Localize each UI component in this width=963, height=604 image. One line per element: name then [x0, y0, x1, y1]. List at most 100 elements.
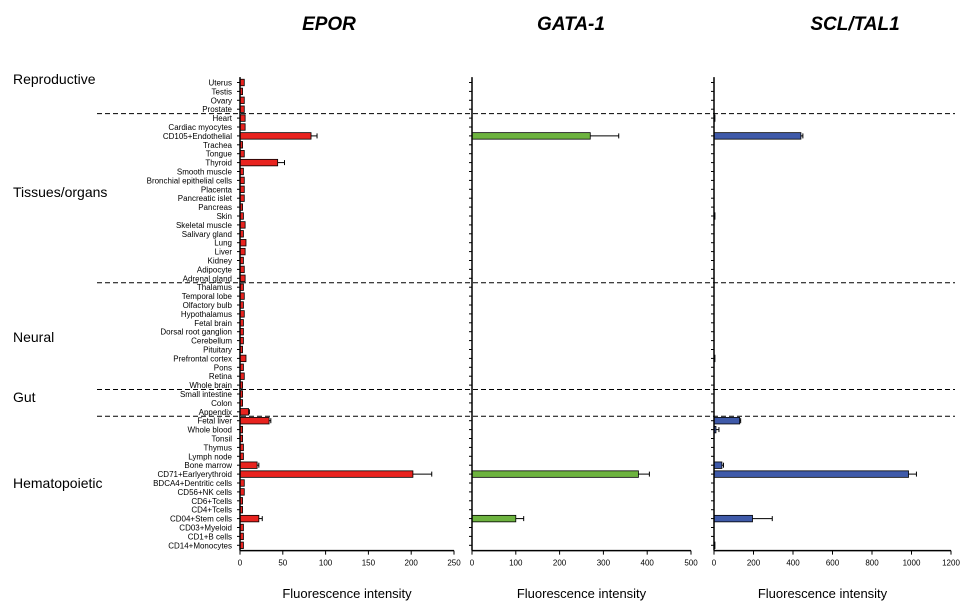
- category-label: CD04+Stem cells: [170, 515, 232, 524]
- x-tick-label: 150: [362, 559, 376, 568]
- x-tick-label: 250: [447, 559, 461, 568]
- category-label: CD71+Earlyerythroid: [158, 470, 232, 479]
- category-label: Adipocyte: [197, 265, 233, 274]
- category-label: Cerebellum: [191, 337, 232, 346]
- category-label: Placenta: [201, 185, 233, 194]
- category-label: Appendix: [199, 408, 232, 417]
- category-label: Pancreas: [198, 203, 232, 212]
- x-tick-label: 400: [641, 559, 655, 568]
- category-label: Smooth muscle: [177, 168, 233, 177]
- category-label: Kidney: [208, 257, 232, 266]
- category-label: Lung: [214, 239, 232, 248]
- category-label: Pancreatic islet: [178, 194, 233, 203]
- x-tick-label: 800: [865, 559, 879, 568]
- category-label: Thymus: [204, 443, 232, 452]
- x-tick-label: 0: [470, 559, 475, 568]
- bar-epor: [239, 470, 414, 478]
- category-label: Ovary: [211, 96, 232, 105]
- group-label-neural: Neural: [13, 329, 54, 345]
- group-label-gut: Gut: [13, 389, 36, 405]
- x-axis-label: Fluorescence intensity: [758, 586, 888, 601]
- category-label: Small intestine: [180, 390, 233, 399]
- bar-gata-1: [471, 132, 591, 140]
- category-label: Thalamus: [197, 283, 232, 292]
- bar-epor: [239, 123, 246, 131]
- category-label: Whole blood: [188, 426, 232, 435]
- bar-epor: [239, 221, 246, 229]
- bar-epor: [239, 274, 246, 282]
- bar-epor: [239, 114, 246, 122]
- category-label: Dorsal root ganglion: [160, 328, 232, 337]
- category-label: Skeletal muscle: [176, 221, 233, 230]
- x-tick-label: 50: [278, 559, 287, 568]
- category-label: Colon: [211, 399, 232, 408]
- bar-epor: [239, 408, 249, 416]
- group-label-tissues-organs: Tissues/organs: [13, 184, 107, 200]
- category-label: BDCA4+Dentritic cells: [153, 479, 232, 488]
- bar-scl-tal1: [713, 514, 753, 523]
- category-label: Fetal brain: [194, 319, 232, 328]
- category-label: CD6+Tcells: [191, 497, 232, 506]
- bar-epor: [239, 132, 312, 140]
- category-label: Skin: [216, 212, 232, 221]
- bar-epor: [239, 239, 247, 247]
- category-label: Pons: [214, 363, 232, 372]
- panel-title-gata-1: GATA-1: [537, 14, 605, 35]
- category-label: Prefrontal cortex: [173, 354, 232, 363]
- bar-gata-1: [471, 514, 517, 523]
- category-label: Whole brain: [189, 381, 232, 390]
- x-tick-label: 100: [509, 559, 523, 568]
- category-label: Tongue: [206, 150, 233, 159]
- bar-epor: [239, 158, 279, 167]
- x-tick-label: 1200: [942, 559, 960, 568]
- category-label: Cardiac myocytes: [168, 123, 232, 132]
- category-label: CD14+Monocytes: [168, 541, 232, 550]
- bar-epor: [239, 417, 270, 425]
- x-tick-label: 200: [747, 559, 761, 568]
- panel-title-scl-tal1: SCL/TAL1: [810, 14, 899, 35]
- category-label: Lymph node: [188, 452, 232, 461]
- category-label: CD56+NK cells: [178, 488, 232, 497]
- category-label: Testis: [212, 87, 232, 96]
- category-label: Fetal liver: [197, 417, 232, 426]
- category-label: Retina: [209, 372, 233, 381]
- category-label: Bronchial epithelial cells: [147, 176, 232, 185]
- x-tick-label: 400: [786, 559, 800, 568]
- bar-epor: [239, 354, 247, 363]
- x-tick-label: 100: [319, 559, 333, 568]
- panel-title-epor: EPOR: [302, 14, 356, 35]
- category-label: Olfactory bulb: [183, 301, 233, 310]
- group-label-reproductive: Reproductive: [13, 71, 96, 87]
- bar-scl-tal1: [713, 132, 802, 140]
- category-label: Uterus: [208, 79, 232, 88]
- bar-gata-1: [471, 470, 639, 478]
- x-tick-label: 500: [684, 559, 698, 568]
- x-tick-label: 0: [238, 559, 243, 568]
- category-label: Tonsil: [212, 435, 233, 444]
- category-label: Trachea: [203, 141, 233, 150]
- x-axis-label: Fluorescence intensity: [282, 586, 412, 601]
- category-label: Heart: [212, 114, 232, 123]
- bar-scl-tal1: [713, 417, 741, 425]
- group-label-hematopoietic: Hematopoietic: [13, 475, 103, 491]
- category-label: Temporal lobe: [182, 292, 233, 301]
- category-label: CD105+Endothelial: [163, 132, 232, 141]
- bar-epor: [239, 247, 246, 256]
- bar-epor: [239, 461, 258, 469]
- category-label: Pituitary: [203, 346, 232, 355]
- category-label: Liver: [215, 248, 233, 257]
- x-tick-label: 0: [712, 559, 717, 568]
- bar-scl-tal1: [713, 461, 723, 469]
- category-label: Adrenal gland: [183, 274, 232, 283]
- bar-epor: [239, 514, 260, 523]
- x-axis-label: Fluorescence intensity: [517, 586, 647, 601]
- x-tick-label: 600: [826, 559, 840, 568]
- category-label: CD03+Myeloid: [179, 524, 232, 533]
- x-tick-label: 200: [405, 559, 419, 568]
- x-tick-label: 200: [553, 559, 567, 568]
- x-tick-label: 300: [597, 559, 611, 568]
- x-tick-label: 1000: [903, 559, 921, 568]
- bar-scl-tal1: [713, 470, 909, 478]
- category-label: Salivary gland: [182, 230, 232, 239]
